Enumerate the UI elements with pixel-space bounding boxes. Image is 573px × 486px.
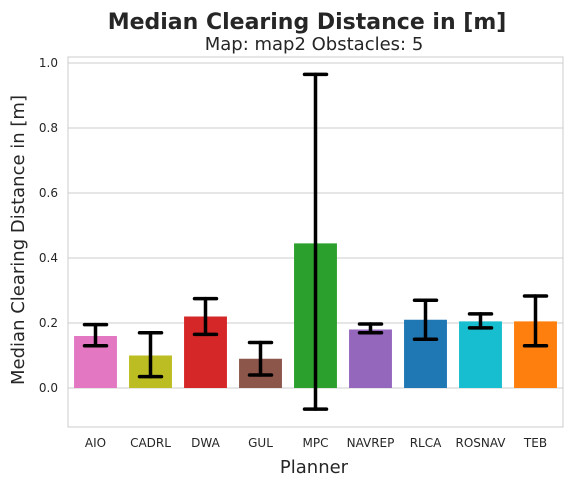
plot-area: 0.0 0.2 0.4 0.6 0.8 1.0 AIO CADRL DWA GUL MPC NAVRE… — [39, 56, 564, 450]
x-tick-label: RLCA — [410, 436, 442, 450]
x-tick-label: TEB — [523, 436, 547, 450]
plot-frame — [67, 56, 564, 428]
x-tick-label: DWA — [191, 436, 220, 450]
y-tick-label: 0.0 — [39, 381, 58, 395]
x-tick-label: GUL — [248, 436, 273, 450]
y-tick-label: 0.6 — [39, 186, 58, 200]
x-tick-label: AIO — [85, 436, 106, 450]
x-tick-label: NAVREP — [347, 436, 395, 450]
y-tick-label: 0.8 — [39, 121, 58, 135]
y-tick-label: 0.4 — [39, 251, 58, 265]
y-axis-label: Median Clearing Distance in [m] — [8, 95, 29, 385]
y-tick-label: 0.2 — [39, 316, 58, 330]
x-tick-label: MPC — [303, 436, 329, 450]
chart-title: Median Clearing Distance in [m] — [108, 10, 507, 35]
chart-subtitle: Map: map2 Obstacles: 5 — [205, 34, 424, 55]
x-tick-label: CADRL — [130, 436, 171, 450]
x-tick-label: ROSNAV — [455, 436, 506, 450]
bar — [459, 321, 502, 388]
bar — [349, 329, 392, 388]
x-axis-label: Planner — [280, 457, 349, 478]
y-tick-label: 1.0 — [39, 56, 58, 70]
